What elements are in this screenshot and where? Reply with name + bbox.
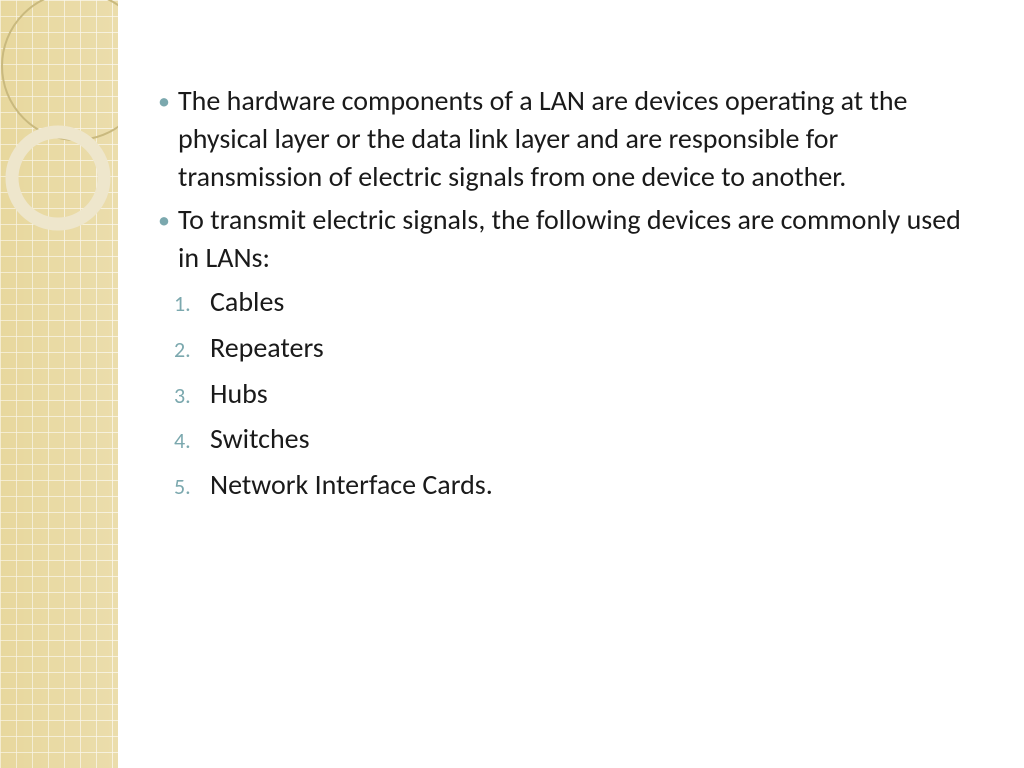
slide-content: • The hardware components of a LAN are d… [150,82,980,512]
bullet-item: • The hardware components of a LAN are d… [150,82,980,195]
numbered-text: Cables [210,283,980,321]
numbered-text: Repeaters [210,329,980,367]
numbered-item: 2. Repeaters [150,329,980,367]
bullet-text: The hardware components of a LAN are dev… [178,82,980,195]
number-marker: 1. [170,290,210,317]
bullet-marker-icon: • [150,201,178,237]
numbered-item: 1. Cables [150,283,980,321]
bullet-item: • To transmit electric signals, the foll… [150,201,980,277]
numbered-item: 4. Switches [150,420,980,458]
numbered-item: 5. Network Interface Cards. [150,466,980,504]
number-marker: 4. [170,427,210,454]
numbered-text: Network Interface Cards. [210,466,980,504]
circle-decoration-icon [0,0,118,320]
bullet-text: To transmit electric signals, the follow… [178,201,980,277]
numbered-text: Switches [210,420,980,458]
numbered-item: 3. Hubs [150,375,980,413]
number-marker: 3. [170,382,210,409]
bullet-marker-icon: • [150,82,178,118]
decorative-sidebar [0,0,118,768]
number-marker: 5. [170,473,210,500]
numbered-text: Hubs [210,375,980,413]
number-marker: 2. [170,336,210,363]
